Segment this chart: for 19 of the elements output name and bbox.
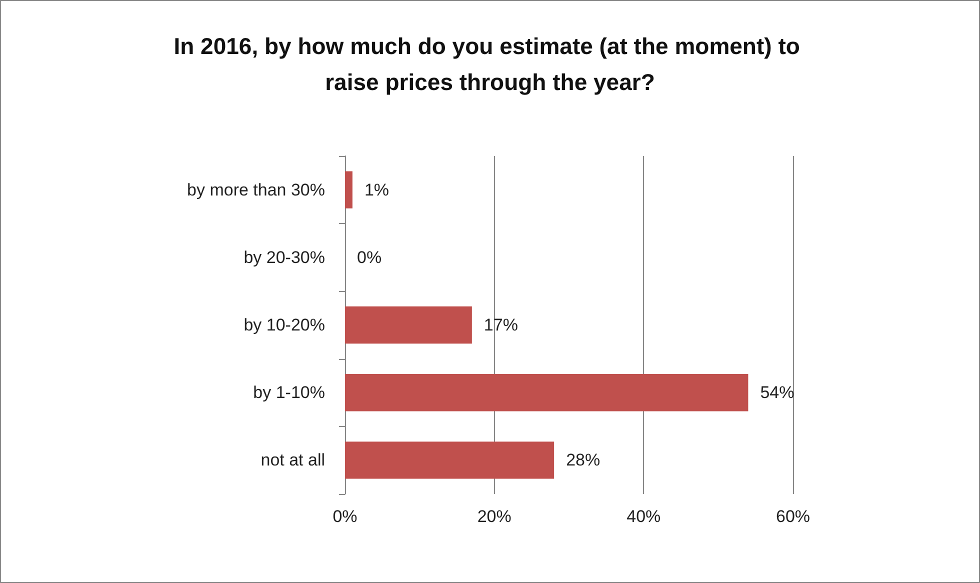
data-label: 0% (357, 248, 382, 267)
y-tick-label: by more than 30% (187, 180, 325, 200)
data-label: 54% (760, 383, 794, 402)
y-tick-label: by 1-10% (253, 383, 325, 402)
x-tick-label: 0% (332, 507, 358, 526)
bar (345, 306, 472, 344)
x-tick-label: 40% (626, 507, 661, 526)
data-label: 17% (484, 316, 518, 334)
x-tick-label: 20% (477, 507, 512, 526)
y-tick-label: not at all (260, 450, 325, 470)
y-tick-label: by 20-30% (244, 248, 325, 267)
data-label: 1% (364, 180, 390, 200)
x-tick-label: 60% (776, 507, 810, 526)
bar (345, 442, 554, 479)
y-tick-label: by 10-20% (244, 316, 325, 334)
bar (345, 374, 748, 412)
chart-title: In 2016, by how much do you estimate (at the moment) to raise prices through the year? (174, 33, 806, 95)
bar (345, 171, 352, 208)
data-label: 28% (566, 450, 600, 470)
